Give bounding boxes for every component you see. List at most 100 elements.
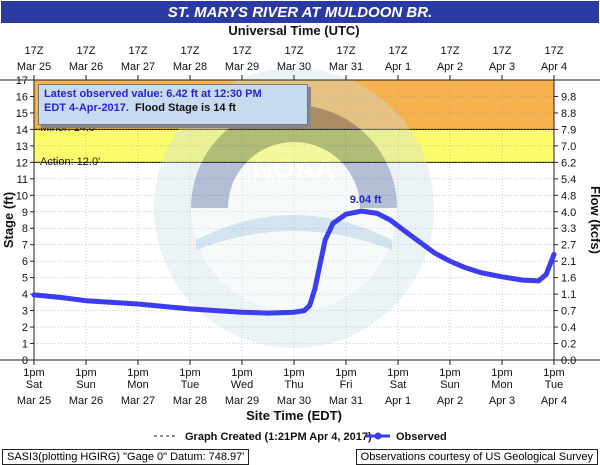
noaa-watermark: NOAA: [154, 68, 434, 348]
site-tick-day: Wed: [231, 379, 253, 391]
stage-tick-label: 5: [22, 273, 28, 285]
utc-tick-date: Mar 27: [121, 61, 155, 73]
utc-tick-date: Mar 30: [277, 61, 311, 73]
stage-tick-label: 16: [16, 91, 28, 103]
flow-tick-label: 6.2: [561, 157, 576, 169]
stage-tick-label: 0: [22, 355, 28, 367]
utc-tick-time: 17Z: [181, 45, 200, 57]
utc-tick-time: 17Z: [337, 45, 356, 57]
latest-value-box: Latest observed value: 6.42 ft at 12:30 …: [38, 84, 308, 125]
site-tick-date: Mar 31: [329, 395, 363, 407]
stage-tick-label: 10: [16, 190, 28, 202]
grid-lines: [33, 80, 555, 360]
site-tick-date: Apr 4: [541, 395, 567, 407]
site-tick-day: Sat: [390, 379, 407, 391]
utc-axis-title: Universal Time (UTC): [228, 23, 359, 38]
utc-tick-date: Apr 4: [541, 61, 567, 73]
peak-value-label: 9.04 ft: [350, 194, 382, 206]
utc-tick-time: 17Z: [77, 45, 96, 57]
site-tick-date: Apr 2: [437, 395, 463, 407]
flow-tick-label: 4.8: [561, 190, 576, 202]
utc-tick-time: 17Z: [389, 45, 408, 57]
flow-tick-label: 2.1: [561, 256, 576, 268]
stage-tick-label: 11: [17, 174, 28, 186]
utc-tick-date: Mar 29: [225, 61, 259, 73]
site-axis-title: Site Time (EDT): [246, 408, 342, 423]
site-tick-day: Thu: [285, 379, 304, 391]
chart-title: ST. MARYS RIVER AT MULDOON BR.: [167, 4, 433, 21]
flow-axis: 0.0 0.2 0.4 0.7 1.1 1.6 2.1 2.7 3.3 4.0 4.8 5.4 6.2 7…: [554, 79, 576, 367]
utc-tick-time: 17Z: [129, 45, 148, 57]
utc-tick-time: 17Z: [441, 45, 460, 57]
utc-tick-date: Apr 1: [385, 61, 411, 73]
latest-value-text: Latest observed value: 6.42 ft at 12:30 …: [44, 88, 262, 100]
stage-tick-label: 6: [22, 256, 28, 268]
stage-tick-label: 12: [16, 157, 28, 169]
site-tick-day: Mon: [491, 379, 512, 391]
title-bar: ST. MARYS RIVER AT MULDOON BR.: [1, 1, 599, 23]
flow-tick-label: 1.1: [561, 289, 576, 301]
legend-observed-marker: [374, 432, 382, 440]
noaa-logo-upper-icon: [191, 105, 397, 208]
datum-footer: SASI3(plotting HGIRG) "Gage 0" Datum: 74…: [2, 449, 250, 465]
flow-tick-label: 0.2: [561, 339, 576, 351]
flow-tick-label: 8.8: [561, 108, 576, 120]
stage-tick-label: 7: [22, 240, 28, 252]
site-tick-date: Mar 26: [69, 395, 103, 407]
site-tick-time: 1pm: [283, 367, 304, 379]
site-tick-day: Mon: [127, 379, 148, 391]
site-tick-time: 1pm: [23, 367, 44, 379]
site-tick-time: 1pm: [543, 367, 564, 379]
utc-tick-date: Mar 25: [17, 61, 51, 73]
stage-tick-label: 17: [16, 75, 28, 87]
stage-tick-label: 2: [22, 322, 28, 334]
site-tick-time: 1pm: [75, 367, 96, 379]
utc-tick-time: 17Z: [285, 45, 304, 57]
utc-tick-time: 17Z: [25, 45, 44, 57]
site-tick-date: Mar 28: [173, 395, 207, 407]
observations-credit: Observations courtesy of US Geological S…: [355, 449, 598, 465]
stage-tick-label: 4: [22, 289, 28, 301]
flow-tick-label: 1.6: [561, 273, 576, 285]
site-tick-day: Tue: [181, 379, 200, 391]
flow-axis-title: Flow (kcfs): [588, 186, 600, 254]
stage-tick-label: 1: [22, 339, 28, 351]
stage-tick-label: 13: [16, 141, 28, 153]
action-stage-label: Action: 12.0': [40, 156, 100, 168]
site-tick-date: Apr 3: [489, 395, 515, 407]
site-tick-day: Tue: [545, 379, 564, 391]
site-tick-date: Mar 30: [277, 395, 311, 407]
noaa-logo-text: NOAA: [253, 153, 335, 184]
site-tick-date: Mar 27: [121, 395, 155, 407]
flow-tick-label: 7.9: [561, 124, 576, 136]
stage-axis-title: Stage (ft): [1, 192, 16, 248]
site-tick-day: Sun: [440, 379, 460, 391]
utc-tick-time: 17Z: [493, 45, 512, 57]
flow-tick-label: 2.7: [561, 240, 576, 252]
site-tick-day: Fri: [340, 379, 353, 391]
stage-tick-label: 9: [22, 207, 28, 219]
site-tick-day: Sat: [26, 379, 43, 391]
flow-tick-label: 5.4: [561, 174, 576, 186]
utc-tick-time: 17Z: [545, 45, 564, 57]
stage-tick-label: 15: [16, 108, 28, 120]
latest-value-date: EDT 4-Apr-2017.: [44, 102, 129, 114]
site-tick-date: Apr 1: [385, 395, 411, 407]
minor-stage-label: Minor: 14.0': [40, 122, 97, 134]
legend-observed-text: Observed: [396, 431, 447, 443]
site-tick-date: Mar 25: [17, 395, 51, 407]
stage-tick-label: 8: [22, 223, 28, 235]
utc-tick-date: Mar 28: [173, 61, 207, 73]
flow-tick-label: 0.0: [561, 355, 576, 367]
site-tick-time: 1pm: [491, 367, 512, 379]
flow-tick-label: 7.0: [561, 141, 576, 153]
flow-tick-label: 4.0: [561, 207, 576, 219]
utc-tick-date: Apr 3: [489, 61, 515, 73]
site-tick-day: Sun: [76, 379, 96, 391]
site-tick-time: 1pm: [387, 367, 408, 379]
flow-tick-label: 0.7: [561, 306, 576, 318]
